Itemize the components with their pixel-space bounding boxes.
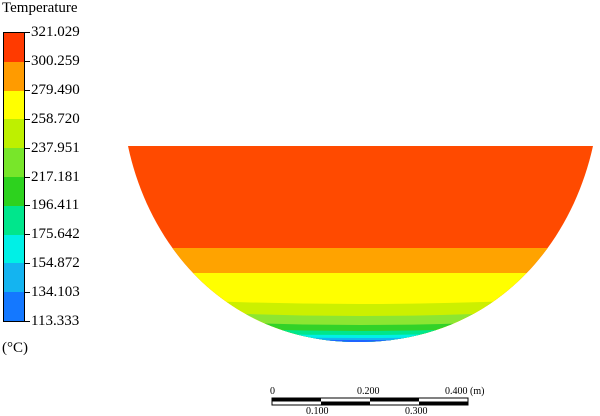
legend-title: Temperature bbox=[2, 0, 78, 16]
scale-segment-1 bbox=[272, 398, 321, 402]
legend-swatch bbox=[4, 119, 24, 149]
scale-label-0300: 0.300 bbox=[405, 406, 428, 416]
scale-segment-3 bbox=[370, 398, 419, 402]
legend-tick-mark bbox=[25, 60, 30, 62]
scale-label-0: 0 bbox=[270, 386, 275, 397]
scale-label-0400: 0.400 (m) bbox=[445, 386, 484, 397]
scale-bar: 0 0.200 0.400 (m) 0.100 0.300 bbox=[270, 386, 484, 416]
legend-swatch bbox=[4, 205, 24, 235]
scale-segment-2 bbox=[321, 401, 370, 405]
legend-swatch bbox=[4, 176, 24, 206]
legend-tick-mark bbox=[25, 89, 30, 91]
scale-segment-4 bbox=[419, 401, 468, 405]
legend-tick-label: 134.103 bbox=[31, 284, 80, 301]
legend-swatch bbox=[4, 263, 24, 293]
legend-tick-mark bbox=[25, 32, 30, 33]
legend-tick-mark bbox=[25, 118, 30, 120]
legend-tick-mark bbox=[25, 147, 30, 149]
legend-swatch bbox=[4, 148, 24, 177]
legend-tick-mark bbox=[25, 205, 30, 207]
scale-label-0100: 0.100 bbox=[306, 406, 329, 416]
legend-tick-label: 154.872 bbox=[31, 255, 80, 272]
legend-tick-label: 258.720 bbox=[31, 110, 80, 127]
legend-swatch bbox=[4, 90, 24, 120]
legend-swatch bbox=[4, 33, 24, 62]
contour-bands bbox=[128, 146, 593, 342]
legend-tick-label: 217.181 bbox=[31, 168, 80, 185]
legend-tick-mark bbox=[25, 292, 30, 294]
legend-tick-mark bbox=[25, 263, 30, 265]
legend-tick-mark bbox=[25, 321, 30, 322]
legend-tick-label: 175.642 bbox=[31, 226, 80, 243]
legend-tick-mark bbox=[25, 176, 30, 178]
legend-swatch bbox=[4, 61, 24, 91]
legend-tick-label: 113.333 bbox=[31, 313, 80, 329]
legend-swatch bbox=[4, 234, 24, 264]
legend-tick-label: 196.411 bbox=[31, 197, 80, 214]
legend-swatch bbox=[4, 292, 24, 321]
legend-tick-label: 321.029 bbox=[31, 24, 80, 40]
legend-tick-label: 279.490 bbox=[31, 81, 80, 98]
scale-label-0200: 0.200 bbox=[357, 386, 380, 397]
legend-tick-label: 237.951 bbox=[31, 139, 80, 156]
contour-band-134 bbox=[128, 337, 593, 342]
legend-unit: (°C) bbox=[2, 340, 28, 356]
legend-tick-mark bbox=[25, 234, 30, 236]
legend-tick-label: 300.259 bbox=[31, 52, 80, 69]
color-bar bbox=[3, 32, 25, 322]
